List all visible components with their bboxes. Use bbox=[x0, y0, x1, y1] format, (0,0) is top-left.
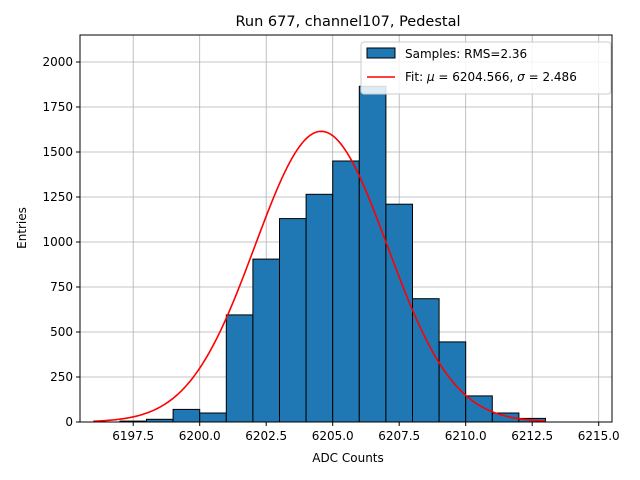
histogram-bar bbox=[279, 218, 307, 423]
x-tick-label: 6197.5 bbox=[112, 429, 154, 443]
chart-title: Run 677, channel107, Pedestal bbox=[235, 14, 460, 30]
legend-box bbox=[360, 41, 612, 95]
fit-curve-group bbox=[93, 130, 546, 423]
y-tick-label: 500 bbox=[50, 325, 73, 339]
x-tick-label: 6207.5 bbox=[378, 429, 420, 443]
x-tick-label: 6212.5 bbox=[511, 429, 553, 443]
y-tick-label: 750 bbox=[50, 280, 73, 294]
histogram-bar bbox=[225, 314, 254, 423]
y-axis-label: Entries bbox=[15, 207, 29, 249]
histogram-bar bbox=[385, 203, 413, 423]
histogram-bar bbox=[358, 85, 387, 423]
x-axis-label: ADC Counts bbox=[312, 451, 384, 465]
legend-fit-prefix: Fit: bbox=[405, 70, 427, 84]
y-tick-label: 1750 bbox=[42, 100, 73, 114]
legend-fit-label: Fit: μ = 6204.566, σ = 2.486 bbox=[405, 70, 577, 84]
x-tick-label: 6200.0 bbox=[179, 429, 221, 443]
y-tick-label: 1000 bbox=[42, 235, 73, 249]
x-tick-label: 6202.5 bbox=[245, 429, 287, 443]
y-tick-label: 2000 bbox=[42, 55, 73, 69]
y-axis-ticks: 0 250 500 750 1000 1250 1500 1750 2000 bbox=[42, 55, 80, 429]
legend: Samples: RMS=2.36 Fit: μ = 6204.566, σ =… bbox=[360, 41, 612, 95]
y-tick-label: 1500 bbox=[42, 145, 73, 159]
fit-curve bbox=[93, 130, 546, 423]
legend-samples-swatch bbox=[366, 47, 396, 59]
histogram-bar bbox=[199, 412, 227, 423]
histogram-bars bbox=[119, 85, 547, 423]
x-tick-label: 6215.0 bbox=[578, 429, 620, 443]
x-tick-label: 6205.0 bbox=[312, 429, 354, 443]
y-tick-label: 0 bbox=[65, 415, 73, 429]
x-axis-ticks: 6197.5 6200.0 6202.5 6205.0 6207.5 6210.0 6212… bbox=[112, 422, 620, 443]
x-tick-label: 6210.0 bbox=[445, 429, 487, 443]
legend-samples-label: Samples: RMS=2.36 bbox=[405, 47, 527, 61]
histogram-bar bbox=[465, 395, 493, 423]
plot-frame bbox=[79, 34, 613, 423]
histogram-bar bbox=[332, 160, 360, 423]
legend-fit-sigma-symbol: σ bbox=[517, 70, 525, 84]
y-tick-label: 250 bbox=[50, 370, 73, 384]
histogram-bar bbox=[252, 258, 280, 423]
y-tick-label: 1250 bbox=[42, 190, 73, 204]
legend-fit-mu-symbol: μ bbox=[426, 70, 435, 84]
legend-fit-mu-value: 6204.566 bbox=[452, 70, 509, 84]
histogram-bar bbox=[305, 193, 334, 423]
legend-fit-sigma-value: 2.486 bbox=[542, 70, 576, 84]
histogram-bar bbox=[172, 408, 201, 423]
